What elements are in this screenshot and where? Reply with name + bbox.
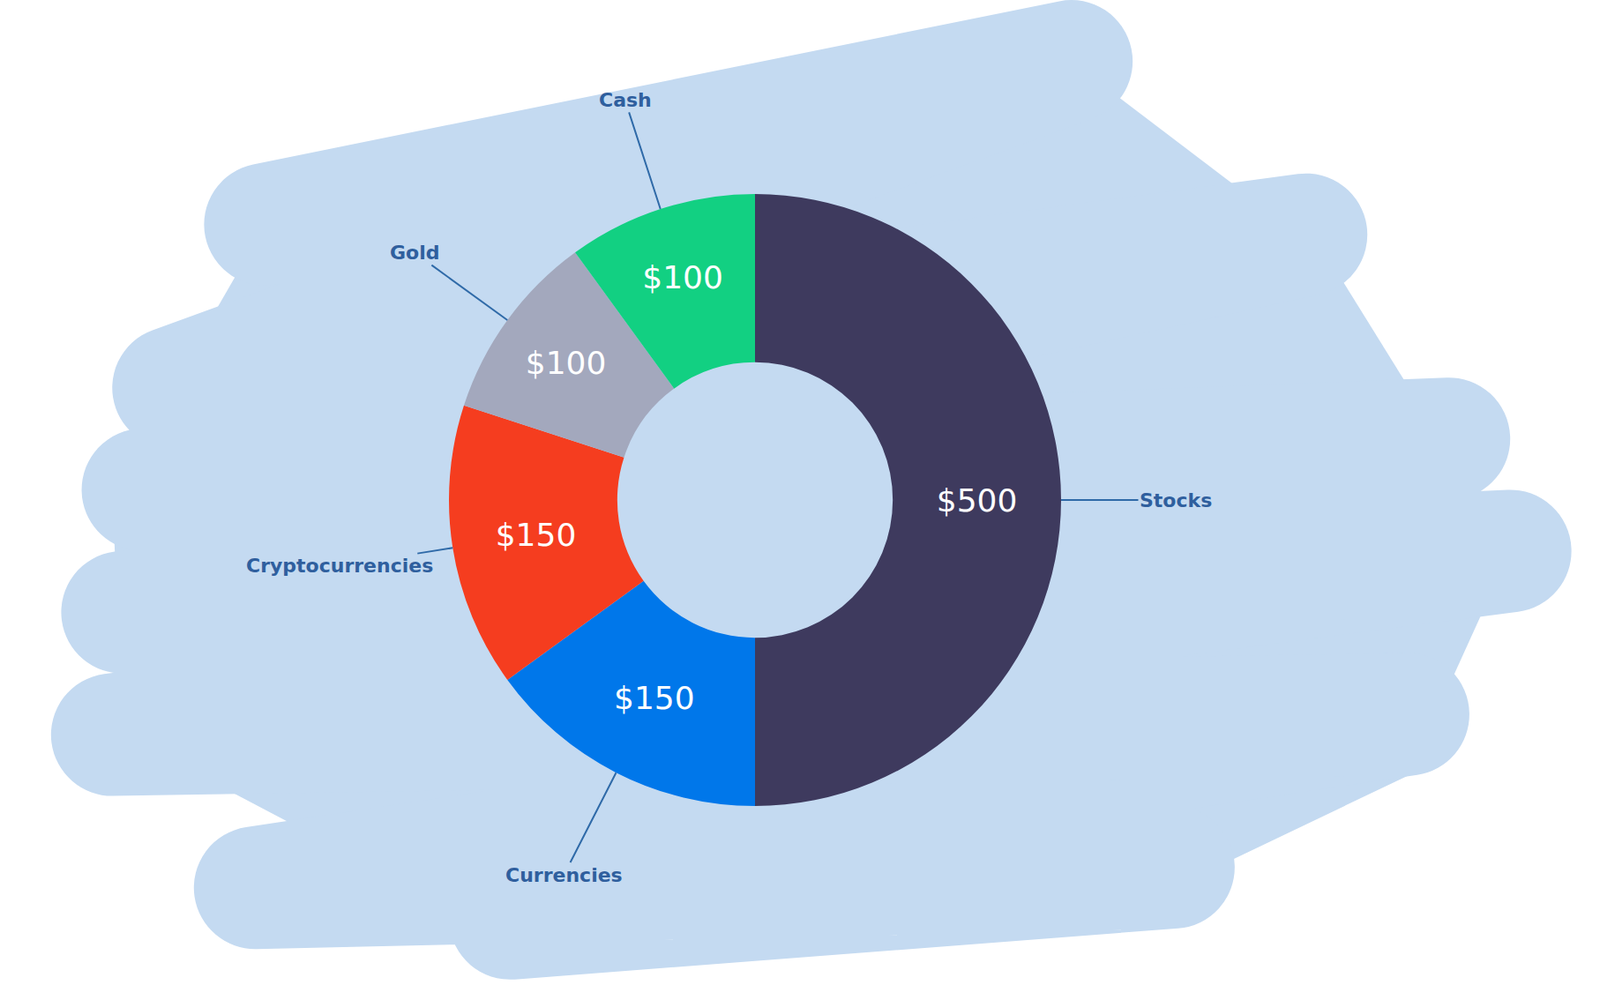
svg-text:Cryptocurrencies: Cryptocurrencies	[246, 554, 434, 577]
svg-text:$100: $100	[525, 344, 607, 382]
svg-text:$500: $500	[936, 482, 1018, 519]
svg-text:Currencies: Currencies	[505, 864, 623, 887]
svg-text:$150: $150	[613, 680, 696, 717]
svg-text:$100: $100	[642, 259, 724, 296]
svg-text:Stocks: Stocks	[1139, 489, 1212, 512]
svg-text:Gold: Gold	[389, 241, 440, 264]
svg-text:$150: $150	[495, 516, 577, 554]
svg-text:Cash: Cash	[598, 89, 652, 112]
